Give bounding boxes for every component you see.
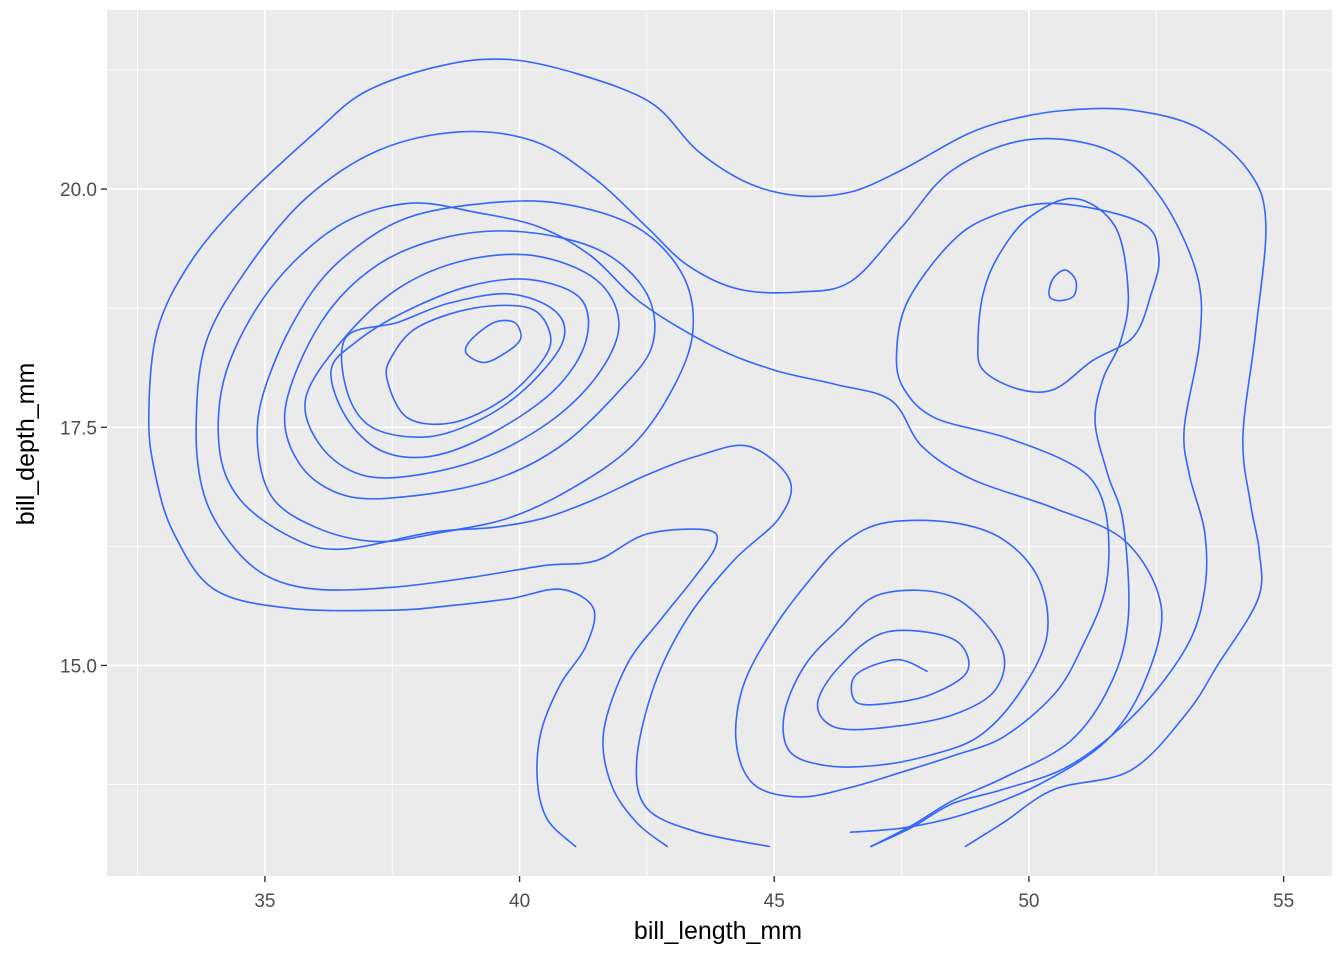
- x-tick-label: 40: [509, 891, 530, 912]
- y-axis: 15.0 17.5 20.0: [60, 180, 107, 677]
- x-tick-label: 45: [764, 891, 785, 912]
- y-tick-label: 20.0: [60, 180, 97, 201]
- y-tick-label: 15.0: [60, 656, 97, 677]
- contour-line-c8: [330, 278, 590, 459]
- plot-panel: [107, 10, 1332, 876]
- contour-line-c11: [464, 319, 522, 364]
- contour-line-c2: [195, 130, 1208, 848]
- x-axis: 35 40 45 50 55: [254, 876, 1294, 912]
- x-tick-label: 50: [1018, 891, 1039, 912]
- contour-lines: [147, 58, 1267, 848]
- x-axis-title: bill_length_mm: [634, 917, 802, 945]
- major-gridlines: [107, 10, 1332, 876]
- contour-line-c9: [340, 292, 566, 438]
- x-tick-label: 35: [254, 891, 275, 912]
- contour-line-c10: [385, 304, 552, 426]
- contour-line-c3: [734, 197, 1160, 848]
- contour-line-c6: [283, 230, 656, 500]
- y-tick-label: 17.5: [60, 418, 97, 439]
- contour-line-c5: [256, 200, 695, 543]
- contour-line-c4: [217, 202, 1163, 848]
- contour-line-c12: [1048, 269, 1078, 302]
- y-axis-title: bill_depth_mm: [12, 363, 40, 526]
- contour-line-c1: [147, 58, 1267, 848]
- x-tick-label: 55: [1273, 891, 1294, 912]
- contour-line-c7: [304, 253, 620, 479]
